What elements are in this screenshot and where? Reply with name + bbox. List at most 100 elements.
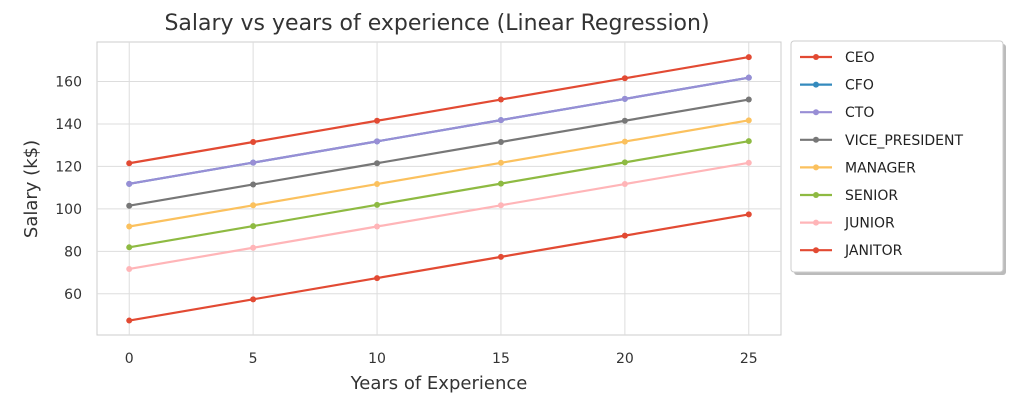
legend-marker	[813, 136, 819, 143]
series-line-manager	[129, 119, 749, 228]
legend-label: JUNIOR	[844, 216, 895, 232]
x-tick-label: 5	[249, 351, 258, 367]
x-tick-label: 0	[125, 351, 134, 367]
data-point-vice-president	[374, 160, 381, 167]
data-point-junior	[250, 244, 257, 251]
data-point-ceo	[126, 160, 133, 167]
data-point-junior	[374, 223, 381, 230]
legend-item-ceo: CEO	[800, 50, 875, 66]
data-point-cto	[374, 138, 381, 145]
data-point-cto	[250, 159, 257, 166]
data-point-janitor	[374, 275, 381, 282]
legend-label: MANAGER	[845, 160, 916, 176]
data-point-senior	[497, 180, 504, 187]
legend-marker	[813, 109, 819, 116]
legend-item-cto: CTO	[800, 105, 874, 121]
legend-label: VICE_PRESIDENT	[845, 133, 963, 149]
legend-label: SENIOR	[845, 188, 898, 204]
y-tick-label: 60	[64, 287, 82, 303]
legend-item-cfo: CFO	[800, 78, 874, 94]
grid-lines	[97, 42, 781, 335]
data-point-manager	[621, 138, 628, 145]
series-line-senior	[129, 140, 749, 249]
legend-marker	[813, 192, 819, 198]
x-tick-label: 10	[368, 351, 386, 367]
series-line-janitor	[129, 213, 749, 322]
x-tick-label: 20	[616, 351, 634, 367]
y-axis-label: Salary (k$)	[21, 140, 42, 238]
data-point-senior	[621, 159, 628, 166]
legend-label: JANITOR	[844, 243, 903, 259]
y-tick-label: 120	[55, 159, 82, 175]
data-point-manager	[374, 181, 381, 188]
chart-title: Salary vs years of experience (Linear Re…	[164, 11, 709, 36]
data-point-janitor	[621, 232, 628, 239]
series-ceo	[126, 54, 752, 167]
series-line-cto	[129, 76, 749, 185]
series-cto	[126, 74, 752, 187]
legend-marker	[813, 81, 819, 88]
data-point-manager	[745, 117, 752, 124]
legend-marker	[813, 164, 819, 171]
y-tick-label: 160	[55, 74, 82, 90]
series-manager	[126, 117, 752, 230]
data-point-janitor	[497, 253, 504, 260]
legend-item-senior: SENIOR	[800, 188, 898, 204]
y-tick-label: 140	[55, 117, 82, 133]
y-tick-label: 100	[55, 202, 82, 218]
data-point-senior	[250, 223, 257, 230]
legend-box	[790, 40, 1004, 273]
legend-item-vice-president: VICE_PRESIDENT	[800, 133, 963, 149]
data-point-junior	[497, 202, 504, 209]
data-point-junior	[621, 181, 628, 188]
series-janitor	[126, 211, 752, 324]
series-senior	[126, 138, 752, 251]
data-point-junior	[745, 159, 752, 166]
data-point-vice-president	[250, 181, 257, 188]
data-point-ceo	[250, 139, 257, 146]
data-point-vice-president	[497, 139, 504, 146]
data-point-cto	[126, 180, 133, 187]
data-point-ceo	[374, 117, 381, 124]
legend-item-janitor: JANITOR	[800, 243, 903, 259]
series-junior	[126, 159, 752, 272]
series-group	[126, 54, 752, 324]
x-tick-label: 25	[740, 351, 758, 367]
data-point-senior	[745, 138, 752, 145]
data-point-manager	[126, 223, 133, 230]
x-tick-label: 15	[492, 351, 510, 367]
data-point-janitor	[745, 211, 752, 218]
data-point-janitor	[126, 317, 133, 324]
data-point-cto	[745, 74, 752, 81]
legend-marker	[813, 247, 819, 254]
data-point-junior	[126, 265, 133, 272]
legend-marker	[813, 219, 819, 226]
legend-item-manager: MANAGER	[800, 160, 916, 176]
y-tick-label: 80	[64, 244, 82, 260]
data-point-manager	[497, 159, 504, 166]
data-point-manager	[250, 202, 257, 209]
data-point-ceo	[621, 75, 628, 82]
plot-area	[96, 41, 782, 336]
legend-label: CEO	[845, 50, 875, 66]
data-point-vice-president	[621, 117, 628, 124]
series-line-junior	[129, 161, 749, 271]
data-point-janitor	[250, 296, 257, 303]
legend-label: CFO	[845, 78, 874, 94]
tick-labels: 0 5 10 15 20 25 60 80 100 120 140 160	[55, 74, 757, 367]
series-line-ceo	[129, 55, 749, 165]
x-axis-label: Years of Experience	[350, 373, 528, 394]
data-point-cto	[621, 95, 628, 102]
data-point-senior	[374, 201, 381, 208]
data-point-ceo	[497, 96, 504, 103]
legend: CEO CFO CTO VICE_PRESIDENT MANAGER SENIOR JUNI…	[790, 40, 1006, 275]
legend-label: CTO	[845, 105, 874, 121]
data-point-senior	[126, 244, 133, 251]
series-vice-president	[126, 96, 752, 209]
data-point-vice-president	[126, 202, 133, 209]
data-point-vice-president	[745, 96, 752, 103]
legend-item-junior: JUNIOR	[800, 216, 895, 232]
legend-marker	[813, 54, 819, 60]
data-point-ceo	[745, 54, 752, 61]
